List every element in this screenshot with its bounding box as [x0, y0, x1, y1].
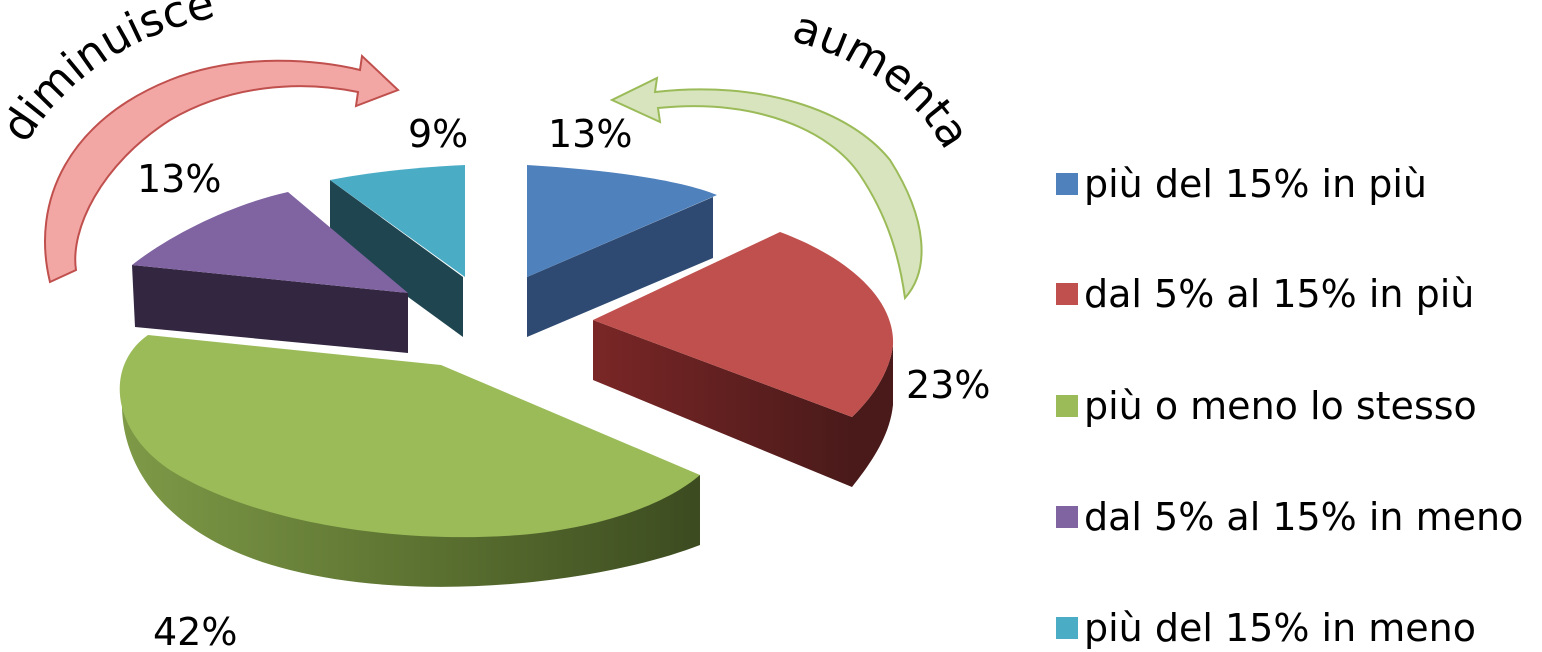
data-label-dal-5-al-15-in-piu: 23% [906, 363, 990, 407]
diminuisce-arrow [44, 53, 400, 284]
data-label-dal-5-al-15-in-meno: 13% [137, 157, 221, 201]
pie-slice-piu-del-15-in-meno [330, 165, 465, 337]
legend-swatch [1056, 395, 1078, 417]
pie-slice-piu-del-15-in-piu [527, 165, 717, 337]
data-label-piu-del-15-in-piu: 13% [548, 112, 632, 156]
pie-slice-dal-5-al-15-in-meno [132, 192, 408, 353]
aumenta-arrow [609, 76, 923, 301]
legend-swatch [1056, 506, 1078, 528]
legend-label: più del 15% in meno [1084, 606, 1476, 650]
legend-swatch [1056, 617, 1078, 639]
legend-item-piu-del-15-in-piu: più del 15% in più [1056, 162, 1427, 206]
legend-item-piu-del-15-in-meno: più del 15% in meno [1056, 606, 1476, 650]
pie-slice-dal-5-al-15-in-piu [593, 232, 894, 487]
legend-item-dal-5-al-15-in-piu: dal 5% al 15% in più [1056, 272, 1474, 316]
pie-slice-piu-o-meno-lo-stesso [119, 335, 701, 587]
data-label-piu-del-15-in-meno: 9% [408, 112, 468, 156]
legend-item-piu-o-meno-lo-stesso: più o meno lo stesso [1056, 384, 1477, 428]
legend-swatch [1056, 283, 1078, 305]
legend-label: dal 5% al 15% in più [1084, 272, 1475, 316]
data-label-piu-o-meno-lo-stesso: 42% [153, 610, 237, 652]
legend-swatch [1056, 173, 1078, 195]
legend-label: più o meno lo stesso [1084, 384, 1477, 428]
legend-item-dal-5-al-15-in-meno: dal 5% al 15% in meno [1056, 495, 1523, 539]
legend-label: più del 15% in più [1084, 162, 1428, 206]
legend-label: dal 5% al 15% in meno [1084, 495, 1524, 539]
